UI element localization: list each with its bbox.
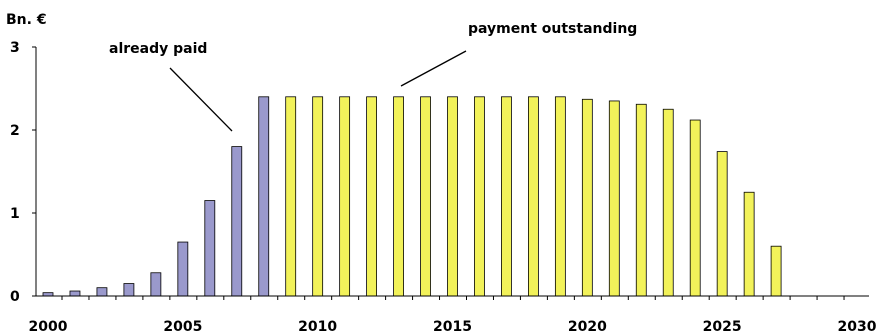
- bar-outstanding: [716, 151, 728, 297]
- x-axis-ticks: 2000 2005 2010 2015 2020 2025 2030: [29, 296, 877, 335]
- x-tick-label: 2030: [838, 319, 877, 335]
- y-axis-title: Bn. €: [6, 12, 47, 28]
- annotation-payment-outstanding: payment outstanding: [400, 21, 637, 87]
- bar-outstanding: [528, 96, 539, 297]
- y-tick-label: 2: [10, 123, 20, 139]
- x-tick-label: 2015: [433, 319, 472, 335]
- x-tick-label: 2025: [703, 319, 742, 335]
- bar-outstanding: [635, 103, 647, 297]
- bar-outstanding: [581, 98, 593, 297]
- x-tick-label: 2020: [568, 319, 607, 335]
- x-tick-label: 2005: [163, 319, 202, 335]
- bar-paid: [231, 146, 243, 297]
- bar-outstanding: [743, 191, 755, 297]
- bar-outstanding: [689, 119, 701, 297]
- annotation-already-paid-label: already paid: [109, 41, 207, 57]
- annotation-already-paid: already paid: [109, 41, 233, 132]
- bar-outstanding: [393, 96, 404, 297]
- bar-outstanding: [339, 96, 351, 297]
- bar-paid: [258, 96, 270, 297]
- bar-paid: [204, 200, 216, 297]
- y-tick-label: 1: [10, 206, 20, 222]
- bar-paid: [150, 272, 162, 297]
- bar-outstanding: [420, 96, 431, 297]
- bar-outstanding: [501, 96, 512, 297]
- bar-paid: [69, 290, 81, 297]
- bar-outstanding: [608, 100, 620, 297]
- y-axis-ticks: 0 1 2 3: [10, 40, 36, 305]
- bar-outstanding: [770, 245, 782, 297]
- bar-outstanding: [312, 96, 324, 297]
- annotation-payment-outstanding-label: payment outstanding: [468, 21, 637, 37]
- bar-outstanding: [447, 96, 458, 297]
- annotation-already-paid-leader: [169, 67, 233, 132]
- x-tick-label: 2010: [298, 319, 337, 335]
- x-tick-label: 2000: [29, 319, 68, 335]
- bar-paid: [177, 241, 189, 297]
- bar-outstanding: [662, 108, 674, 297]
- bar-paid: [96, 287, 108, 297]
- bar-paid: [123, 283, 135, 297]
- y-tick-label: 3: [10, 40, 20, 56]
- bar-outstanding: [366, 96, 378, 297]
- bar-outstanding: [554, 96, 566, 297]
- y-tick-label: 0: [10, 289, 20, 305]
- bar-series: [42, 96, 782, 297]
- bar-outstanding: [285, 96, 297, 297]
- annotation-payment-outstanding-leader: [400, 50, 467, 87]
- bar-outstanding: [474, 96, 485, 297]
